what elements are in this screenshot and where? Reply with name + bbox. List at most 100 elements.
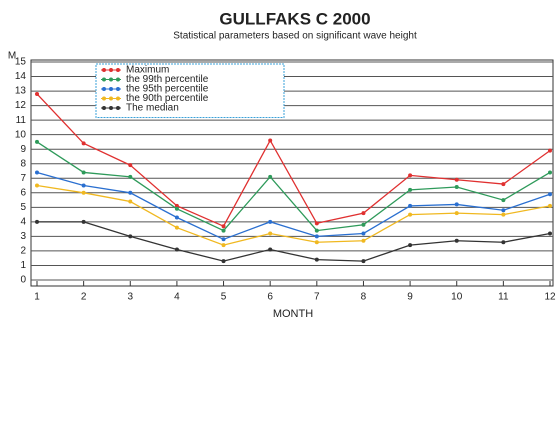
chart-subtitle: Statistical parameters based on signific… <box>173 31 417 42</box>
data-point <box>548 170 552 175</box>
data-point <box>128 174 133 179</box>
data-point <box>174 215 179 220</box>
data-point <box>174 247 179 252</box>
series-line <box>36 171 551 241</box>
data-point <box>361 259 366 264</box>
data-point <box>314 234 319 239</box>
data-point <box>454 184 459 189</box>
data-point <box>454 177 459 182</box>
data-point <box>361 238 366 243</box>
y-axis-label: M <box>8 51 16 62</box>
y-tick-label: 4 <box>20 217 26 228</box>
y-tick-label: 8 <box>20 158 26 169</box>
x-tick-label: 1 <box>34 292 40 303</box>
data-point <box>314 240 319 245</box>
y-tick-label: 1 <box>20 260 26 271</box>
y-tick-label: 3 <box>20 231 26 242</box>
data-point <box>454 202 459 207</box>
data-point <box>408 212 413 217</box>
x-tick-label: 6 <box>267 292 273 303</box>
data-point <box>314 228 319 233</box>
data-point <box>454 238 459 243</box>
data-point <box>81 219 86 224</box>
data-point <box>501 208 506 213</box>
series-line <box>36 184 551 246</box>
legend-label: The median <box>126 103 179 114</box>
x-tick-label: 4 <box>174 292 180 303</box>
data-point <box>501 212 506 217</box>
data-point <box>221 259 226 264</box>
data-point <box>408 203 413 208</box>
data-point <box>361 211 366 216</box>
data-point <box>268 231 273 236</box>
x-tick-label: 8 <box>361 292 367 303</box>
data-point <box>81 190 86 195</box>
data-point <box>454 211 459 216</box>
y-tick-label: 7 <box>20 173 26 184</box>
chart-title: GULLFAKS C 2000 <box>219 9 370 28</box>
data-point <box>501 182 506 187</box>
legend-label: the 95th percentile <box>126 84 209 95</box>
data-point <box>35 91 39 96</box>
data-point <box>548 148 552 153</box>
x-tick-label: 5 <box>221 292 227 303</box>
y-tick-label: 13 <box>15 86 27 97</box>
x-tick-label: 12 <box>544 292 556 303</box>
data-point <box>408 243 413 248</box>
data-point <box>221 224 226 229</box>
data-point <box>268 247 273 252</box>
data-point <box>35 139 39 144</box>
data-point <box>221 243 226 248</box>
data-point <box>128 163 133 168</box>
x-tick-label: 10 <box>451 292 463 303</box>
data-point <box>361 231 366 236</box>
data-point <box>314 221 319 226</box>
y-tick-label: 0 <box>20 275 26 286</box>
data-point <box>81 141 86 146</box>
data-point <box>314 257 319 262</box>
x-tick-label: 11 <box>498 292 509 303</box>
legend-label: the 99th percentile <box>126 74 209 85</box>
plot-frame <box>30 59 554 287</box>
data-point <box>128 190 133 195</box>
x-axis-label: MONTH <box>273 308 313 320</box>
legend-box <box>95 63 285 118</box>
data-point <box>35 170 39 175</box>
data-point <box>268 138 273 143</box>
y-tick-label: 10 <box>15 129 27 140</box>
y-tick-label: 6 <box>20 187 26 198</box>
series-line <box>36 93 551 228</box>
legend-label: the 90th percentile <box>126 93 209 104</box>
x-tick-label: 7 <box>314 292 320 303</box>
data-point <box>361 222 366 227</box>
y-tick-label: 9 <box>20 144 26 155</box>
y-tick-label: 14 <box>15 71 27 82</box>
data-point <box>548 231 552 236</box>
data-point <box>174 225 179 230</box>
series-line <box>37 221 551 262</box>
data-point <box>35 183 39 188</box>
y-tick-label: 5 <box>20 202 26 213</box>
data-point <box>221 228 226 233</box>
data-point <box>174 203 179 208</box>
y-tick-label: 15 <box>15 57 27 68</box>
x-tick-label: 2 <box>81 292 87 303</box>
data-point <box>408 173 413 178</box>
data-point <box>501 198 506 203</box>
data-point <box>501 240 506 245</box>
data-point <box>268 174 273 179</box>
data-point <box>221 237 226 242</box>
data-point <box>35 219 39 224</box>
data-point <box>268 219 273 224</box>
legend-label: Maximum <box>126 65 169 76</box>
series-line <box>36 141 551 232</box>
data-point <box>81 183 86 188</box>
data-point <box>128 234 133 239</box>
data-point <box>174 206 179 211</box>
y-tick-label: 11 <box>16 115 27 126</box>
data-point <box>548 203 552 208</box>
y-tick-label: 12 <box>15 100 27 111</box>
x-tick-label: 3 <box>127 292 133 303</box>
